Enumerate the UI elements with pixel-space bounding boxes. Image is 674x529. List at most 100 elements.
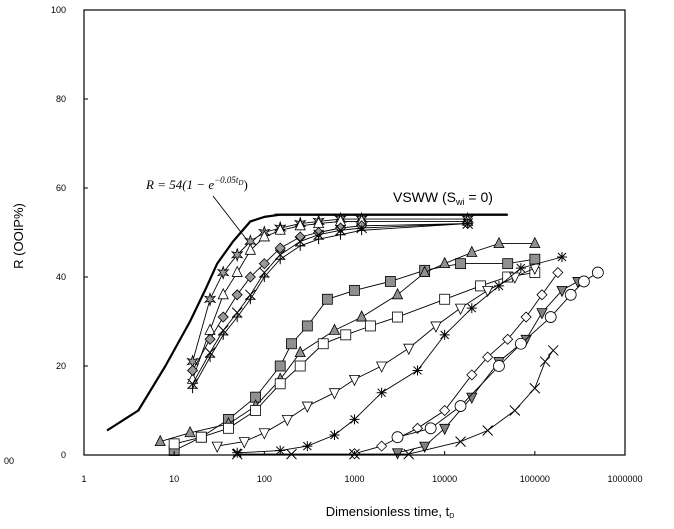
square-marker bbox=[529, 253, 541, 265]
square-marker bbox=[286, 338, 297, 350]
triangle-marker bbox=[466, 245, 478, 257]
plus-marker bbox=[245, 294, 256, 305]
series-line bbox=[192, 223, 468, 385]
triangle-down-marker bbox=[454, 303, 467, 316]
diamond-marker bbox=[466, 369, 478, 381]
series-8 bbox=[168, 267, 541, 450]
triangle-marker bbox=[419, 265, 431, 277]
x-marker bbox=[286, 448, 297, 460]
y-tick-label: 100 bbox=[51, 5, 66, 15]
diamond-marker bbox=[482, 351, 494, 363]
diamond-marker bbox=[217, 311, 229, 323]
vsww-rest: = 0) bbox=[465, 189, 493, 205]
diamond-marker bbox=[187, 364, 199, 377]
circle-marker bbox=[454, 400, 467, 412]
x-axis-title: Dimensionless time, tD bbox=[326, 504, 455, 520]
plus-marker bbox=[205, 352, 216, 363]
star-marker bbox=[493, 280, 504, 291]
triangle-marker bbox=[294, 218, 306, 231]
star-marker bbox=[515, 263, 526, 274]
series-layer bbox=[154, 211, 604, 460]
star-marker bbox=[556, 251, 567, 262]
vsww-annotation: VSWW (Swi = 0) bbox=[393, 189, 493, 207]
diamond-marker bbox=[439, 404, 451, 417]
diamond-marker bbox=[376, 440, 388, 452]
square-marker bbox=[250, 405, 261, 416]
triangle-marker bbox=[231, 265, 243, 277]
tick-layer: 1 10 100 1000 10000 100000 1000000 0 20 40 60 80 100 bbox=[51, 5, 643, 484]
formula-lhs: R = 54(1 − e bbox=[145, 177, 214, 192]
triangle-down-marker bbox=[238, 437, 250, 449]
circle-marker bbox=[514, 337, 527, 350]
diamond-marker bbox=[552, 266, 564, 279]
triangle-down-marker bbox=[430, 321, 442, 333]
x-marker bbox=[539, 356, 551, 367]
triangle-down-marker bbox=[482, 285, 494, 298]
x-marker bbox=[509, 405, 521, 416]
square-marker bbox=[349, 284, 360, 296]
series-line bbox=[237, 350, 554, 455]
diamond-marker bbox=[502, 333, 514, 345]
series-9 bbox=[211, 263, 541, 453]
y-tick-label: 80 bbox=[56, 94, 66, 104]
series-14 bbox=[231, 345, 559, 460]
triangle-down-marker bbox=[403, 343, 415, 356]
diamond-marker bbox=[274, 242, 286, 254]
triangle-down-marker bbox=[419, 441, 431, 453]
plus-marker bbox=[313, 234, 324, 245]
series-10 bbox=[232, 251, 567, 458]
star6-marker bbox=[203, 292, 217, 307]
square-marker bbox=[392, 311, 403, 323]
square-marker bbox=[384, 276, 396, 287]
vsww-sub: wi bbox=[455, 197, 465, 207]
y-tick-label: 0 bbox=[61, 450, 66, 460]
diamond-marker bbox=[520, 311, 532, 323]
series-5 bbox=[187, 218, 473, 394]
star-marker bbox=[439, 329, 450, 340]
formula-exponent: −0.05t bbox=[214, 175, 239, 185]
x-tick-label: 100000 bbox=[520, 474, 550, 484]
triangle-marker bbox=[244, 243, 257, 255]
x-tick-label: 1000 bbox=[344, 474, 364, 484]
triangle-down-marker bbox=[328, 388, 341, 400]
square-marker bbox=[321, 293, 333, 305]
plus-marker bbox=[275, 254, 286, 265]
triangle-down-marker bbox=[466, 392, 478, 405]
star-marker bbox=[275, 445, 286, 456]
fit-formula-annotation: R = 54(1 − e−0.05tD) bbox=[145, 175, 248, 192]
x-tick-label: 10000 bbox=[432, 474, 457, 484]
plus-marker bbox=[356, 225, 367, 236]
square-marker bbox=[317, 338, 329, 350]
triangle-down-marker bbox=[258, 428, 270, 440]
x-marker bbox=[231, 448, 243, 460]
circle-marker bbox=[564, 288, 577, 301]
triangle-marker bbox=[328, 323, 341, 335]
y-tick-label: 60 bbox=[56, 183, 66, 193]
formula-rhs: ) bbox=[243, 177, 247, 192]
triangle-marker bbox=[184, 425, 196, 438]
series-line bbox=[160, 243, 535, 443]
edge-label: 00 bbox=[4, 456, 14, 466]
triangle-down-marker bbox=[348, 374, 361, 387]
star-marker bbox=[376, 387, 387, 398]
square-marker bbox=[294, 360, 306, 372]
x-marker bbox=[403, 448, 415, 460]
star6-marker bbox=[216, 265, 230, 280]
x-marker bbox=[455, 436, 466, 448]
square-marker bbox=[274, 360, 286, 372]
square-marker bbox=[439, 293, 451, 305]
square-marker bbox=[223, 422, 234, 434]
x-tick-label: 1 bbox=[81, 474, 86, 484]
x-marker bbox=[482, 425, 494, 436]
plus-marker bbox=[295, 240, 306, 251]
series-11 bbox=[348, 266, 564, 460]
diamond-marker bbox=[244, 271, 256, 283]
square-marker bbox=[502, 258, 514, 270]
series-line bbox=[237, 256, 563, 454]
plus-marker bbox=[218, 329, 229, 340]
triangle-down-marker bbox=[281, 414, 293, 427]
x-marker bbox=[529, 382, 541, 394]
star-marker bbox=[466, 303, 477, 314]
triangle-marker bbox=[493, 236, 505, 249]
